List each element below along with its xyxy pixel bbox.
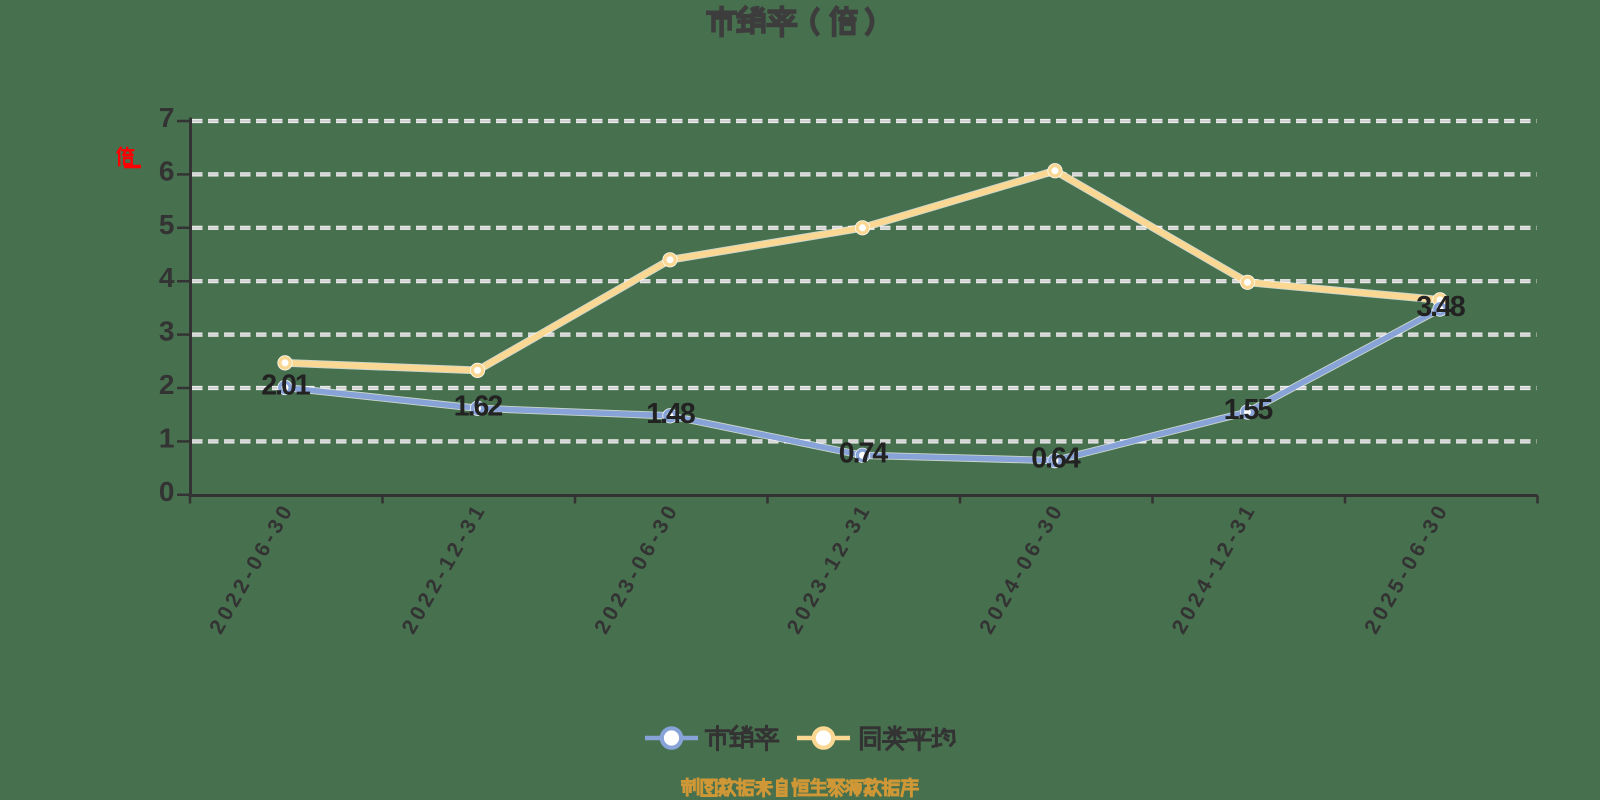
svg-text:1.62: 1.62 — [454, 390, 503, 422]
svg-text:4: 4 — [159, 262, 175, 293]
svg-text:3: 3 — [159, 316, 175, 347]
svg-text:7: 7 — [159, 102, 175, 133]
svg-text:2: 2 — [159, 369, 175, 400]
svg-text:6: 6 — [159, 155, 175, 186]
svg-text:5: 5 — [159, 209, 175, 240]
svg-text:1: 1 — [159, 422, 175, 453]
svg-text:1.55: 1.55 — [1224, 394, 1274, 426]
svg-text:0: 0 — [159, 476, 175, 507]
svg-text:0.64: 0.64 — [1031, 443, 1081, 475]
svg-text:3.48: 3.48 — [1416, 291, 1465, 323]
svg-text:1.48: 1.48 — [646, 398, 695, 430]
svg-text:2.01: 2.01 — [261, 370, 311, 402]
svg-text:0.74: 0.74 — [839, 437, 889, 469]
